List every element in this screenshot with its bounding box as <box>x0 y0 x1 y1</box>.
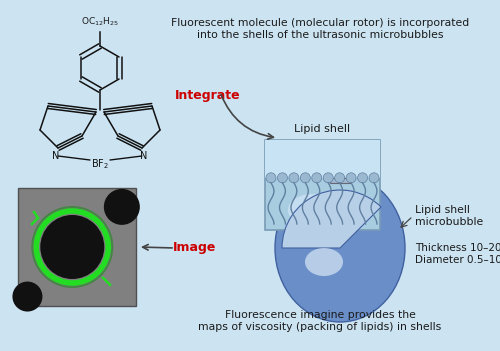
Text: Fluorescent molecule (molecular rotor) is incorporated: Fluorescent molecule (molecular rotor) i… <box>171 18 469 28</box>
Text: Integrate: Integrate <box>175 88 240 101</box>
Ellipse shape <box>275 174 405 322</box>
Text: BF$_2$: BF$_2$ <box>91 157 109 171</box>
Circle shape <box>289 173 299 183</box>
Circle shape <box>12 282 42 312</box>
Circle shape <box>346 173 356 183</box>
Text: microbubble: microbubble <box>415 217 483 227</box>
Wedge shape <box>282 190 381 248</box>
Text: N: N <box>52 151 60 161</box>
Text: Fluorescence imagine provides the: Fluorescence imagine provides the <box>224 310 416 320</box>
Text: Lipid shell: Lipid shell <box>415 205 470 215</box>
Circle shape <box>278 173 287 183</box>
Circle shape <box>334 173 344 183</box>
Ellipse shape <box>288 194 336 226</box>
Circle shape <box>323 173 333 183</box>
Bar <box>18 188 136 306</box>
Circle shape <box>266 173 276 183</box>
Circle shape <box>358 173 368 183</box>
Text: Lipid shell: Lipid shell <box>294 124 350 134</box>
Circle shape <box>40 215 104 279</box>
Text: maps of viscosity (packing of lipids) in shells: maps of viscosity (packing of lipids) in… <box>198 322 442 332</box>
Bar <box>265 140 380 230</box>
Bar <box>265 140 380 178</box>
Text: Diameter 0.5–100 μm: Diameter 0.5–100 μm <box>415 255 500 265</box>
Circle shape <box>312 173 322 183</box>
Bar <box>330 178 350 183</box>
Text: N: N <box>140 151 147 161</box>
Text: Image: Image <box>174 241 216 254</box>
Text: into the shells of the ultrasonic microbubbles: into the shells of the ultrasonic microb… <box>197 30 444 40</box>
Circle shape <box>369 173 379 183</box>
Circle shape <box>300 173 310 183</box>
Circle shape <box>104 189 140 225</box>
Ellipse shape <box>305 248 343 276</box>
Text: Thickness 10–200 nm: Thickness 10–200 nm <box>415 243 500 253</box>
Text: OC$_{12}$H$_{25}$: OC$_{12}$H$_{25}$ <box>81 15 119 28</box>
